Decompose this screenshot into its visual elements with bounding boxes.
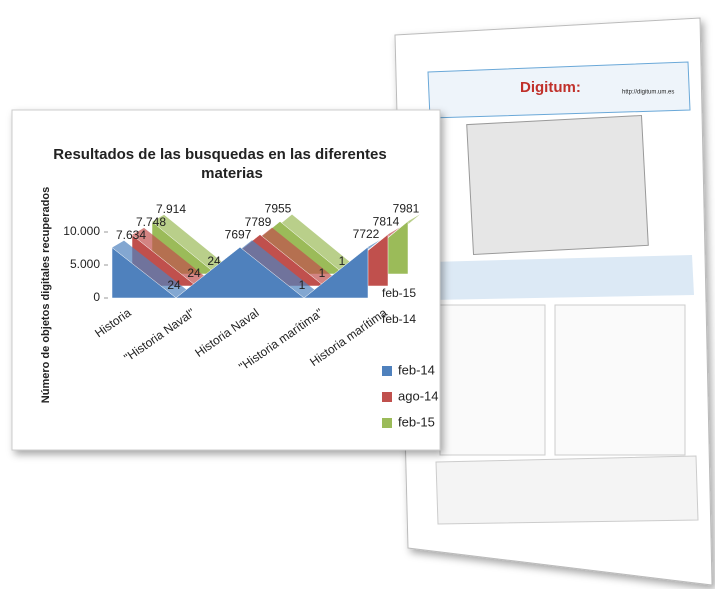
y-axis-label: Número de objetos digitales recuperados — [40, 187, 52, 403]
doc-chart-left — [440, 305, 545, 455]
y-tick-label: 5.000 — [70, 257, 100, 271]
data-label: 1 — [319, 266, 326, 280]
data-label: 7722 — [353, 227, 380, 241]
data-label: 7981 — [393, 201, 420, 215]
chart-card: Resultados de las busquedas en las difer… — [12, 110, 440, 450]
data-label: 24 — [167, 278, 181, 292]
depth-label: feb-15 — [382, 286, 416, 300]
doc-chart-right — [555, 305, 685, 455]
doc-text-block — [436, 456, 698, 524]
doc-title: Digitum: — [520, 79, 581, 96]
doc-screenshot — [467, 115, 649, 254]
legend-label: ago-14 — [398, 388, 438, 403]
data-label: 7.914 — [156, 202, 186, 216]
data-label: 7.634 — [116, 228, 146, 242]
y-tick-label: 0 — [93, 290, 100, 304]
data-label: 7697 — [225, 227, 252, 241]
doc-url: http://digitum.um.es — [622, 90, 674, 96]
doc-band — [430, 255, 694, 300]
data-label: 1 — [299, 278, 306, 292]
legend-label: feb-14 — [398, 362, 435, 377]
legend-swatch — [382, 418, 392, 428]
scene: Digitum: http://digitum.um.es Resultados… — [0, 0, 715, 589]
data-label: 7955 — [265, 202, 292, 216]
legend-swatch — [382, 366, 392, 376]
document-page: Digitum: http://digitum.um.es — [395, 18, 712, 585]
legend-label: feb-15 — [398, 414, 435, 429]
y-tick-label: 10.000 — [63, 224, 100, 238]
legend-swatch — [382, 392, 392, 402]
data-label: 24 — [187, 266, 201, 280]
